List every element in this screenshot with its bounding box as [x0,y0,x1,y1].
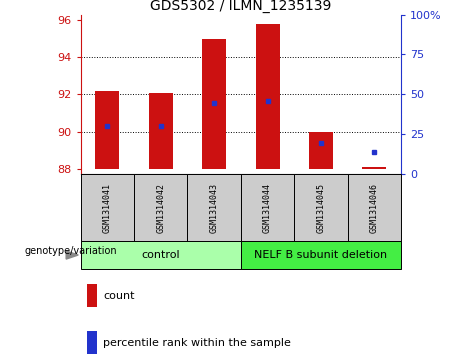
Text: GSM1314045: GSM1314045 [316,183,325,233]
Title: GDS5302 / ILMN_1235139: GDS5302 / ILMN_1235139 [150,0,331,13]
Text: control: control [142,250,180,260]
Text: percentile rank within the sample: percentile rank within the sample [103,338,291,348]
Bar [348,174,401,241]
Bar [294,174,348,241]
Bar [134,174,188,241]
Bar [362,167,386,169]
Bar [81,174,134,241]
Polygon shape [66,251,78,259]
Bar [149,93,173,169]
Bar [241,174,294,241]
Bar [87,284,97,307]
Text: GSM1314041: GSM1314041 [103,183,112,233]
Text: NELF B subunit deletion: NELF B subunit deletion [254,250,388,260]
Text: count: count [103,291,135,301]
Bar [81,241,241,269]
Bar [87,331,97,354]
Bar [241,241,401,269]
Text: GSM1314044: GSM1314044 [263,183,272,233]
Text: GSM1314043: GSM1314043 [210,183,219,233]
Text: genotype/variation: genotype/variation [24,246,117,256]
Text: GSM1314042: GSM1314042 [156,183,165,233]
Bar [202,39,226,169]
Bar [309,131,333,169]
Bar [188,174,241,241]
Bar [95,91,119,169]
Text: GSM1314046: GSM1314046 [370,183,379,233]
Bar [255,24,279,169]
